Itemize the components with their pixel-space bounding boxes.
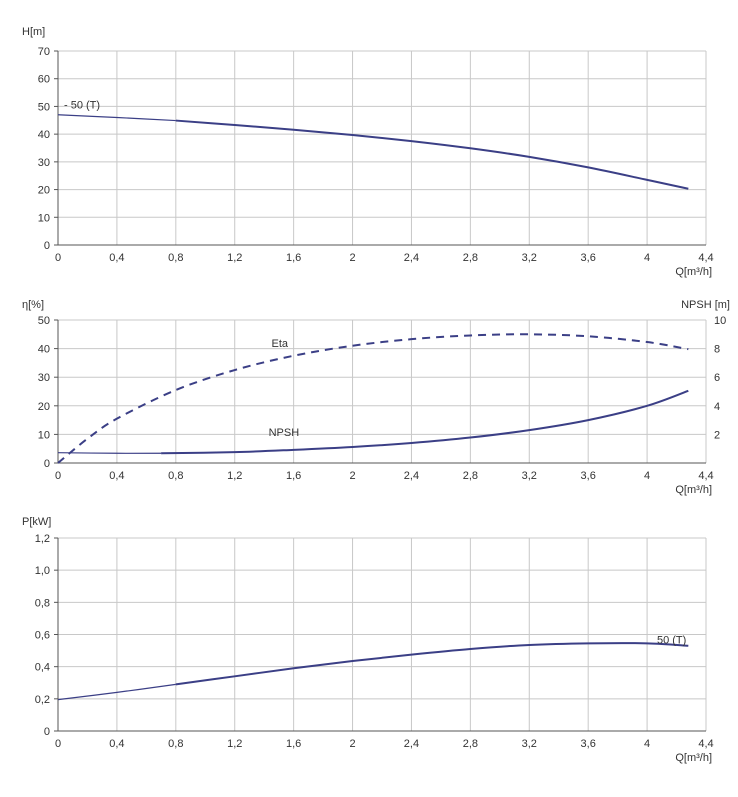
x-tick-label: 3,6 — [581, 252, 596, 264]
y-tick-label: 1,2 — [35, 533, 50, 545]
x-tick-label: 3,2 — [522, 470, 537, 482]
x-tick-label: 4,4 — [698, 252, 713, 264]
x-tick-label: 1,6 — [286, 470, 301, 482]
x-tick-label: 4,4 — [698, 738, 713, 750]
series-50-t-label: - 50 (T) — [64, 100, 100, 112]
power-chart: 0 0,4 0,8 1,2 1,6 2 2,4 2,8 3,2 3,6 4 4,4 0 0,2 0,4 0,6… — [22, 516, 714, 764]
x-tick-label: 4 — [644, 738, 650, 750]
x-tick-label: 0 — [55, 252, 61, 264]
y-tick-label: 50 — [38, 315, 50, 327]
y-tick-label: 60 — [38, 74, 50, 86]
x-tick-label: 2 — [349, 738, 355, 750]
x-tick-label: 2,4 — [404, 738, 419, 750]
series-npsh-line-extrapolated — [57, 452, 162, 454]
x-tick-label: 0,8 — [168, 738, 183, 750]
x-tick-label: 2,4 — [404, 252, 419, 264]
series-50-t-line-extrapolated — [57, 683, 176, 701]
y-tick-label: 10 — [38, 212, 50, 224]
x-tick-label: 4,4 — [698, 470, 713, 482]
x-tick-label: 4 — [644, 470, 650, 482]
x-tick-label: 2,4 — [404, 470, 419, 482]
y-tick-label: 0 — [44, 240, 50, 252]
y-tick-label: 40 — [38, 344, 50, 356]
y-tick-label: 0,2 — [35, 694, 50, 706]
y-tick-label: 0 — [44, 726, 50, 738]
y-tick-label: 0,6 — [35, 630, 50, 642]
x-tick-label: 1,2 — [227, 252, 242, 264]
x-tick-label: 0,8 — [168, 470, 183, 482]
y-tick-label: 70 — [38, 46, 50, 58]
x-axis-label: Q[m³/h] — [675, 484, 712, 496]
x-axis-label: Q[m³/h] — [675, 266, 712, 278]
y-tick-label: 0 — [44, 458, 50, 470]
y-tick-label: 30 — [38, 157, 50, 169]
x-tick-label: 0,4 — [109, 470, 124, 482]
y-right-tick-label: 4 — [714, 401, 720, 413]
y-tick-label: 40 — [38, 129, 50, 141]
x-tick-label: 2 — [349, 252, 355, 264]
head-chart: 0 0,4 0,8 1,2 1,6 2 2,4 2,8 3,2 3,6 4 4,4 0 10 20 30 40 5… — [22, 26, 714, 278]
y-right-axis-label: NPSH [m] — [681, 299, 730, 311]
series-eta-label: Eta — [272, 338, 289, 350]
y-right-tick-label: 10 — [714, 315, 726, 327]
x-tick-label: 2,8 — [463, 470, 478, 482]
x-tick-label: 1,2 — [227, 470, 242, 482]
x-tick-label: 0,4 — [109, 738, 124, 750]
y-tick-label: 1,0 — [35, 565, 50, 577]
y-tick-label: 10 — [38, 429, 50, 441]
x-tick-label: 0 — [55, 738, 61, 750]
x-tick-label: 3,6 — [581, 738, 596, 750]
x-tick-label: 2,8 — [463, 252, 478, 264]
x-tick-label: 3,2 — [522, 738, 537, 750]
y-right-tick-label: 6 — [714, 372, 720, 384]
x-tick-label: 4 — [644, 252, 650, 264]
series-50-t-line-extrapolated — [57, 114, 176, 122]
y-axis-label: P[kW] — [22, 516, 51, 528]
x-tick-label: 3,6 — [581, 470, 596, 482]
x-tick-label: 1,2 — [227, 738, 242, 750]
series-50-t-line — [175, 119, 689, 190]
y-axis-label: H[m] — [22, 26, 45, 38]
x-tick-label: 0 — [55, 470, 61, 482]
x-tick-label: 1,6 — [286, 738, 301, 750]
y-tick-label: 20 — [38, 185, 50, 197]
y-tick-label: 0,8 — [35, 597, 50, 609]
y-tick-label: 20 — [38, 401, 50, 413]
x-tick-label: 1,6 — [286, 252, 301, 264]
y-tick-label: 0,4 — [35, 662, 50, 674]
y-right-tick-label: 8 — [714, 344, 720, 356]
x-tick-label: 0,4 — [109, 252, 124, 264]
x-tick-label: 0,8 — [168, 252, 183, 264]
series-50-t-line — [175, 642, 689, 686]
series-50-t-label: 50 (T) — [657, 635, 686, 647]
y-right-tick-label: 2 — [714, 429, 720, 441]
series-npsh-label: NPSH — [269, 427, 300, 439]
x-tick-label: 3,2 — [522, 252, 537, 264]
y-axis-label: η[%] — [22, 299, 44, 311]
series-npsh-line — [161, 389, 689, 455]
efficiency-npsh-chart: 0 0,4 0,8 1,2 1,6 2 2,4 2,8 3,2 3,6 4 4,4 0 10 20 30 40 5… — [22, 299, 730, 496]
y-tick-label: 30 — [38, 372, 50, 384]
x-tick-label: 2 — [349, 470, 355, 482]
series-eta-line — [57, 333, 689, 464]
y-tick-label: 50 — [38, 101, 50, 113]
x-tick-label: 2,8 — [463, 738, 478, 750]
x-axis-label: Q[m³/h] — [675, 752, 712, 764]
